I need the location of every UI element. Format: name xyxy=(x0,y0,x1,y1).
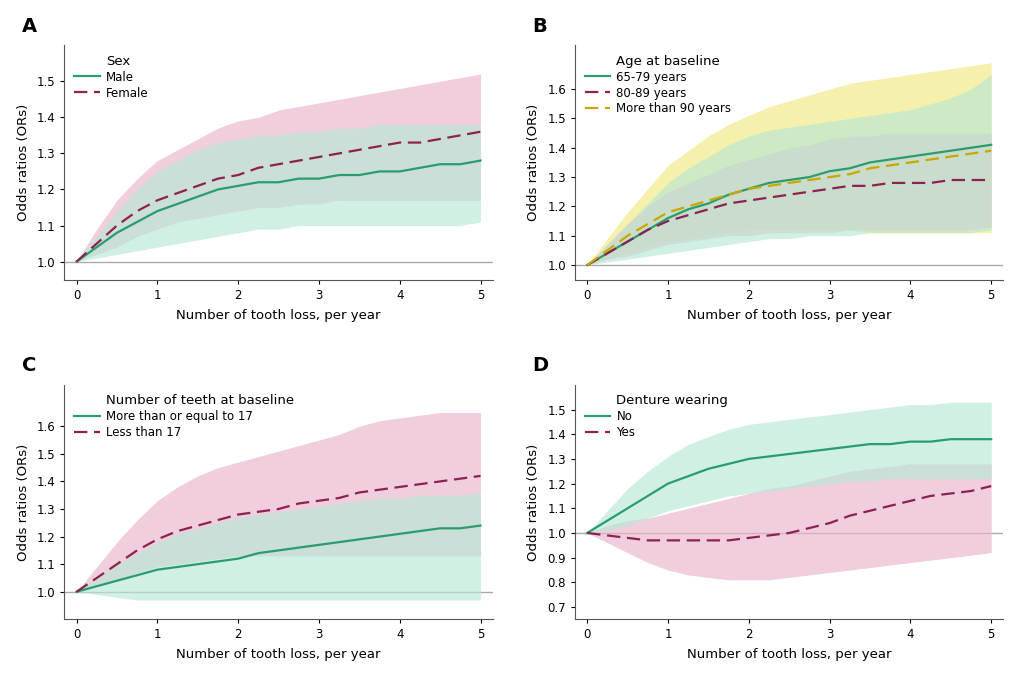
Text: C: C xyxy=(21,357,36,376)
Legend: Number of teeth at baseline, More than or equal to 17, Less than 17: Number of teeth at baseline, More than o… xyxy=(69,390,299,444)
Legend: Age at baseline, 65-79 years, 80-89 years, More than 90 years: Age at baseline, 65-79 years, 80-89 year… xyxy=(579,50,736,120)
Legend: Sex, Male, Female: Sex, Male, Female xyxy=(69,50,153,104)
Y-axis label: Odds ratios (ORs): Odds ratios (ORs) xyxy=(16,104,30,221)
Text: D: D xyxy=(532,357,548,376)
X-axis label: Number of tooth loss, per year: Number of tooth loss, per year xyxy=(176,308,380,321)
Y-axis label: Odds ratios (ORs): Odds ratios (ORs) xyxy=(527,443,540,561)
Text: A: A xyxy=(21,17,37,36)
X-axis label: Number of tooth loss, per year: Number of tooth loss, per year xyxy=(686,308,891,321)
Y-axis label: Odds ratios (ORs): Odds ratios (ORs) xyxy=(16,443,30,561)
X-axis label: Number of tooth loss, per year: Number of tooth loss, per year xyxy=(176,648,380,661)
X-axis label: Number of tooth loss, per year: Number of tooth loss, per year xyxy=(686,648,891,661)
Legend: Denture wearing, No, Yes: Denture wearing, No, Yes xyxy=(579,390,733,444)
Y-axis label: Odds ratios (ORs): Odds ratios (ORs) xyxy=(527,104,540,221)
Text: B: B xyxy=(532,17,546,36)
